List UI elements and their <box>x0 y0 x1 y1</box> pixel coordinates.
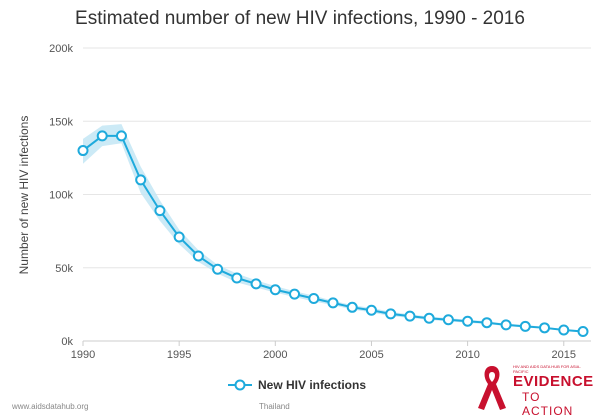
data-point <box>346 301 358 313</box>
legend-swatch-icon <box>228 379 252 391</box>
data-point <box>365 304 377 316</box>
data-point <box>577 325 589 337</box>
footer-country: Thailand <box>259 402 290 411</box>
y-axis-ticks: 0k 50k 100k 150k 200k <box>49 43 73 348</box>
x-tick-label: 1990 <box>71 349 95 361</box>
y-axis-label: Number of new HIV infections <box>17 116 31 275</box>
data-point <box>385 308 397 320</box>
x-tick-label: 2010 <box>455 349 479 361</box>
chart-title: Estimated number of new HIV infections, … <box>75 8 525 29</box>
y-tick-label: 0k <box>61 336 73 348</box>
y-tick-label: 100k <box>49 190 73 202</box>
data-point <box>269 284 281 296</box>
data-point <box>442 314 454 326</box>
data-point <box>212 263 224 275</box>
evidence-to-action-logo: HIV AND AIDS DATA HUB FOR ASIA-PACIFIC E… <box>470 360 595 418</box>
data-point <box>481 317 493 329</box>
data-point <box>404 310 416 322</box>
legend-label: New HIV infections <box>258 378 367 392</box>
plot-series <box>77 124 589 337</box>
data-point <box>500 319 512 331</box>
data-point <box>289 288 301 300</box>
x-tick-label: 1995 <box>167 349 191 361</box>
data-point <box>231 272 243 284</box>
data-point <box>77 145 89 157</box>
logo-tagline: HIV AND AIDS DATA HUB FOR ASIA-PACIFIC <box>513 364 581 374</box>
x-tick-label: 2015 <box>552 349 576 361</box>
data-point <box>250 278 262 290</box>
data-point <box>519 320 531 332</box>
data-point <box>423 312 435 324</box>
gridlines <box>83 47 591 342</box>
red-ribbon-icon <box>478 366 506 410</box>
y-tick-label: 150k <box>49 116 73 128</box>
logo-main-text: EVIDENCE <box>513 373 594 390</box>
data-point <box>154 205 166 217</box>
data-point <box>115 130 127 142</box>
x-axis-ticks: 1990 1995 2000 2005 2010 2015 <box>71 341 576 361</box>
data-point <box>173 231 185 243</box>
legend[interactable]: New HIV infections <box>228 376 366 394</box>
data-point <box>96 130 108 142</box>
data-point <box>308 293 320 305</box>
data-point <box>558 324 570 336</box>
footer-url[interactable]: www.aidsdatahub.org <box>12 402 89 411</box>
data-point <box>462 315 474 327</box>
y-tick-label: 50k <box>55 263 73 275</box>
x-tick-label: 2000 <box>263 349 287 361</box>
data-point <box>539 322 551 334</box>
x-tick-label: 2005 <box>359 349 383 361</box>
data-point <box>192 250 204 262</box>
chart-area: 0k 50k 100k 150k 200k 1990 1995 2000 2005 2010 20… <box>17 43 591 361</box>
data-point <box>327 297 339 309</box>
y-tick-label: 200k <box>49 43 73 55</box>
data-point <box>135 174 147 186</box>
